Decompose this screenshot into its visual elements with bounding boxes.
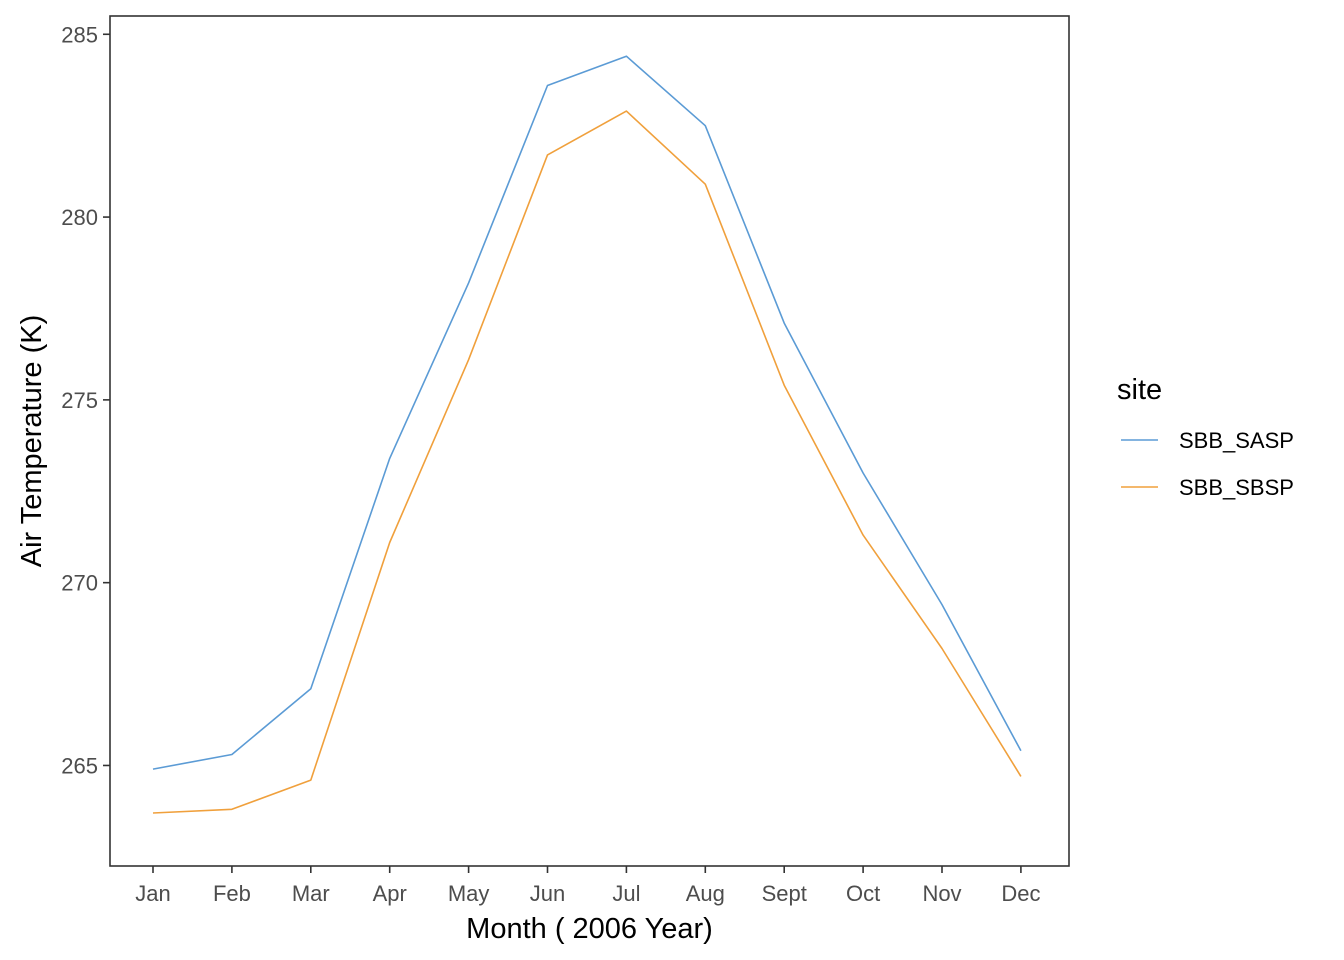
x-tick-label: Feb xyxy=(213,881,251,906)
x-tick-label: Jan xyxy=(135,881,170,906)
series-layer xyxy=(152,55,1022,814)
legend: site SBB_SASP SBB_SBSP xyxy=(1117,374,1294,500)
plot-panel xyxy=(109,15,1070,867)
x-tick-label: Aug xyxy=(686,881,725,906)
x-tick-label: Jun xyxy=(530,881,565,906)
x-axis-title: Month ( 2006 Year) xyxy=(466,913,713,945)
x-tick-label: Oct xyxy=(846,881,880,906)
x-tick-label: May xyxy=(448,881,490,906)
x-tick-label: Dec xyxy=(1001,881,1040,906)
x-tick-label: Nov xyxy=(922,881,961,906)
y-tick-label: 270 xyxy=(61,571,98,596)
y-tick-label: 285 xyxy=(61,22,98,47)
x-tick-label: Sept xyxy=(762,881,807,906)
legend-label: SBB_SBSP xyxy=(1179,475,1294,500)
y-tick-label: 280 xyxy=(61,205,98,230)
legend-title: site xyxy=(1117,374,1162,406)
y-tick-label: 265 xyxy=(61,753,98,778)
x-tick-label: Apr xyxy=(373,881,407,906)
x-tick-label: Jul xyxy=(612,881,640,906)
x-axis: Jan Feb Mar Apr May Jun Jul Aug Sept Oct Nov Dec xyxy=(135,866,1040,906)
y-tick-label: 275 xyxy=(61,388,98,413)
x-tick-label: Mar xyxy=(292,881,330,906)
y-axis-title: Air Temperature (K) xyxy=(16,315,48,568)
series-line-sbb-sasp xyxy=(152,55,1022,770)
series-line-sbb-sbsp xyxy=(152,110,1022,814)
legend-label: SBB_SASP xyxy=(1179,428,1294,453)
y-axis: 265 270 275 280 285 xyxy=(61,22,110,778)
